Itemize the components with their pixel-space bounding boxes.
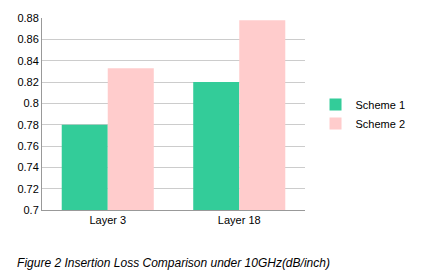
svg-text:0.86: 0.86 [17, 33, 38, 45]
svg-text:0.8: 0.8 [24, 97, 39, 109]
svg-text:Layer 18: Layer 18 [218, 214, 261, 226]
svg-text:0.88: 0.88 [17, 12, 38, 24]
svg-text:0.72: 0.72 [17, 183, 38, 195]
svg-text:0.7: 0.7 [24, 204, 39, 216]
svg-text:Scheme 2: Scheme 2 [356, 118, 406, 130]
svg-text:Layer 3: Layer 3 [89, 214, 126, 226]
svg-text:0.84: 0.84 [17, 55, 38, 67]
svg-text:0.76: 0.76 [17, 140, 38, 152]
svg-text:0.82: 0.82 [17, 76, 38, 88]
svg-text:0.74: 0.74 [17, 161, 38, 173]
svg-text:0.78: 0.78 [17, 119, 38, 131]
svg-text:Scheme 1: Scheme 1 [356, 99, 406, 111]
svg-text:Figure 2 Insertion Loss Compar: Figure 2 Insertion Loss Comparison under… [17, 256, 330, 270]
